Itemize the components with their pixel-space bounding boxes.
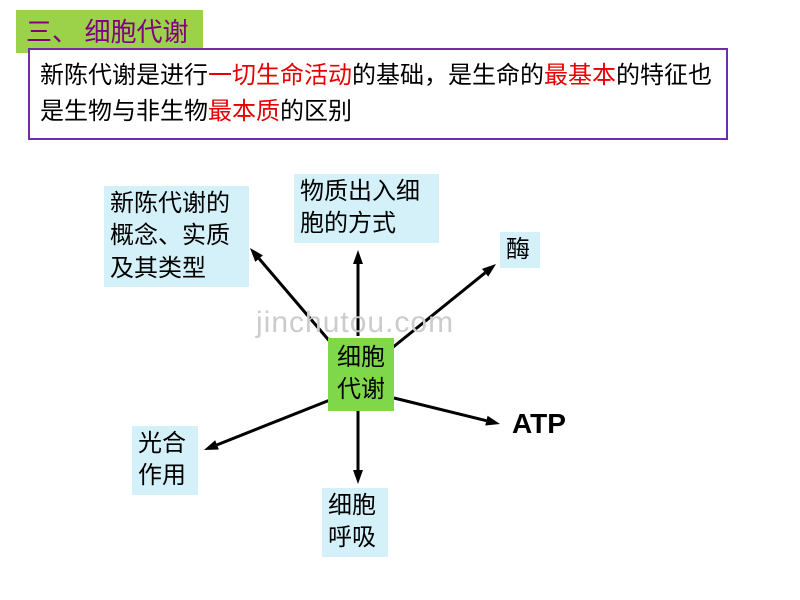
center-node-l2: 代谢 — [337, 377, 385, 403]
node-atp-l1: ATP — [512, 408, 566, 439]
node-respire-l2: 呼吸 — [328, 525, 376, 551]
center-node: 细胞 代谢 — [328, 338, 394, 411]
node-atp: ATP — [512, 408, 566, 440]
node-concept: 新陈代谢的 概念、实质 及其类型 — [104, 186, 249, 287]
node-respire: 细胞 呼吸 — [322, 488, 388, 557]
node-enzyme-l1: 酶 — [506, 237, 530, 263]
node-photosyn-l2: 作用 — [138, 463, 186, 489]
node-transport-l2: 胞的方式 — [300, 211, 396, 237]
node-photosyn: 光合 作用 — [132, 426, 198, 495]
node-concept-l1: 新陈代谢的 — [110, 191, 230, 217]
node-transport: 物质出入细 胞的方式 — [294, 174, 439, 243]
node-concept-l2: 概念、实质 — [110, 223, 230, 249]
node-photosyn-l1: 光合 — [138, 431, 186, 457]
node-respire-l1: 细胞 — [328, 493, 376, 519]
node-concept-l3: 及其类型 — [110, 256, 206, 282]
center-node-l1: 细胞 — [337, 345, 385, 371]
node-enzyme: 酶 — [500, 232, 540, 268]
arrows-layer — [0, 0, 800, 600]
node-transport-l1: 物质出入细 — [300, 179, 420, 205]
stage: 三、 细胞代谢 新陈代谢是进行一切生命活动的基础，是生命的最基本的特征也是生物与… — [0, 0, 800, 600]
